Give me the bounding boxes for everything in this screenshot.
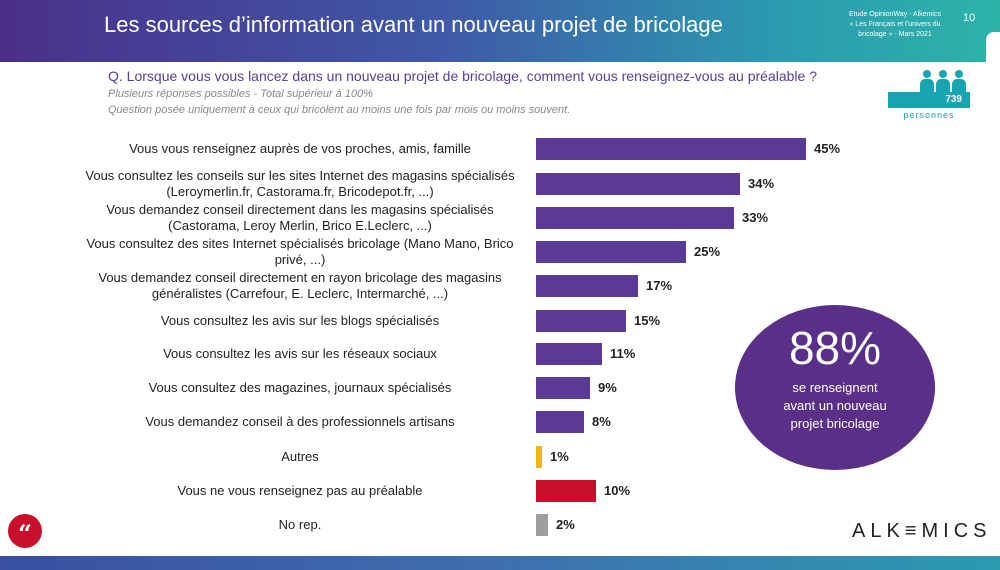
bar: [536, 446, 542, 468]
category-label-line: Vous consultez les avis sur les blogs sp…: [160, 313, 440, 328]
category-label-line: (Leroymerlin.fr, Castorama.fr, Bricodepo…: [166, 184, 434, 199]
bar: [536, 377, 590, 399]
value-label: 15%: [634, 313, 661, 328]
study-reference-line: Etude OpinionWay - Alkemics: [849, 11, 941, 18]
value-label: 11%: [610, 346, 636, 361]
category-label: Vous demandez conseil à des professionne…: [70, 414, 530, 430]
people-icon: [920, 70, 934, 92]
bar: [536, 207, 734, 229]
bar: [536, 480, 596, 502]
bar: [536, 241, 686, 263]
highlight-text-line: avant un nouveau: [783, 398, 887, 413]
category-label-line: Vous vous renseignez auprès de vos proch…: [129, 141, 471, 156]
highlight-circle: 88% se renseignent avant un nouveau proj…: [735, 305, 935, 470]
highlight-text-line: projet bricolage: [790, 416, 880, 431]
value-label: 10%: [604, 483, 631, 498]
category-label-line: Vous consultez des magazines, journaux s…: [148, 380, 452, 395]
footer-banner: [0, 556, 1000, 570]
value-label: 33%: [742, 210, 769, 225]
bar: [536, 514, 548, 536]
value-label: 8%: [592, 414, 611, 429]
bar: [536, 173, 740, 195]
category-label-line: Vous ne vous renseignez pas au préalable: [177, 483, 423, 498]
highlight-text-line: se renseignent: [792, 380, 878, 395]
category-label-line: Vous consultez des sites Internet spécia…: [86, 236, 514, 251]
category-label-line: Vous demandez conseil directement dans l…: [106, 202, 494, 217]
value-label: 17%: [646, 278, 673, 293]
category-label: Vous ne vous renseignez pas au préalable: [70, 483, 530, 499]
category-label: Vous vous renseignez auprès de vos proch…: [70, 141, 530, 157]
category-label-line: Vous consultez les conseils sur les site…: [85, 168, 515, 183]
bar: [536, 138, 806, 160]
category-label: Vous consultez des sites Internet spécia…: [70, 236, 530, 268]
bar: [536, 310, 626, 332]
study-reference: Etude OpinionWay - Alkemics « Les França…: [830, 10, 960, 40]
value-label: 45%: [814, 141, 841, 156]
category-label-line: Vous consultez les avis sur les réseaux …: [163, 346, 437, 361]
category-label-line: No rep.: [278, 517, 322, 532]
people-icon: [952, 70, 966, 92]
value-label: 34%: [748, 176, 775, 191]
bar: [536, 275, 638, 297]
category-label: Autres: [70, 449, 530, 465]
sample-size-badge: 739 personnes: [888, 70, 970, 122]
category-label-line: Vous demandez conseil directement en ray…: [98, 270, 502, 285]
survey-note: Plusieurs réponses possibles - Total sup…: [108, 88, 373, 100]
value-label: 9%: [598, 380, 617, 395]
highlight-text: se renseignent avant un nouveau projet b…: [765, 379, 905, 433]
category-label: Vous consultez les avis sur les réseaux …: [70, 346, 530, 362]
value-label: 1%: [550, 449, 569, 464]
category-label: Vous consultez des magazines, journaux s…: [70, 380, 530, 396]
value-label: 25%: [694, 244, 721, 259]
bar: [536, 411, 584, 433]
people-icon: [936, 70, 950, 92]
category-label-line: (Castorama, Leroy Merlin, Brico E.Lecler…: [168, 218, 432, 233]
category-label-line: privé, ...): [274, 252, 326, 267]
study-reference-line: bricolage » - Mars 2021: [858, 31, 932, 38]
sample-size-label: personnes: [903, 110, 955, 120]
quote-icon: “: [8, 514, 42, 548]
study-reference-line: « Les Français et l’univers du: [849, 21, 941, 28]
category-label-line: Autres: [281, 449, 319, 464]
page-title: Les sources d’information avant un nouve…: [104, 12, 723, 37]
category-label: No rep.: [70, 517, 530, 533]
survey-question: Q. Lorsque vous vous lancez dans un nouv…: [108, 68, 817, 84]
header-tab: [986, 32, 1000, 62]
sample-size-count: 739: [945, 94, 962, 105]
bar: [536, 343, 602, 365]
header-banner: Les sources d’information avant un nouve…: [0, 0, 1000, 62]
category-label-line: généralistes (Carrefour, E. Leclerc, Int…: [151, 286, 449, 301]
category-label: Vous demandez conseil directement en ray…: [70, 270, 530, 302]
sample-size-bar: [888, 92, 970, 108]
value-label: 2%: [556, 517, 575, 532]
category-label-line: Vous demandez conseil à des professionne…: [145, 414, 455, 429]
category-label: Vous consultez les avis sur les blogs sp…: [70, 313, 530, 329]
page-number: 10: [963, 12, 976, 24]
category-label: Vous demandez conseil directement dans l…: [70, 202, 530, 234]
highlight-value: 88%: [788, 322, 882, 374]
alkemics-logo: ALK≡MICS: [852, 520, 992, 542]
survey-note: Question posée uniquement à ceux qui bri…: [108, 104, 571, 116]
category-label: Vous consultez les conseils sur les site…: [70, 168, 530, 200]
